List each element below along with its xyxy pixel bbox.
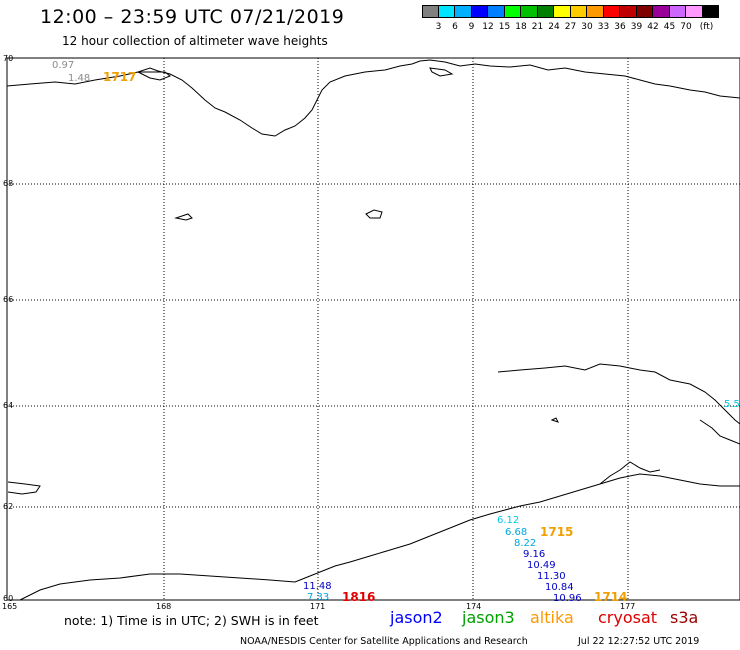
scale-swatch xyxy=(620,5,637,18)
scale-swatch xyxy=(455,5,472,18)
scale-swatch xyxy=(570,5,587,18)
scale-label: 39 xyxy=(630,22,643,32)
scale-swatch xyxy=(603,5,620,18)
units-note: note: 1) Time is in UTC; 2) SWH is in fe… xyxy=(64,613,319,628)
wave-reading: 9.16 xyxy=(523,549,545,560)
wave-reading: 11.48 xyxy=(303,581,332,592)
lat-label: 68 xyxy=(3,179,13,188)
scale-label: 24 xyxy=(548,22,560,32)
lon-label: 165 xyxy=(2,602,17,611)
lat-label: 66 xyxy=(3,295,13,304)
small-island-north xyxy=(429,67,454,77)
scale-label: 18 xyxy=(515,22,527,32)
island-3 xyxy=(550,417,559,423)
scale-swatch xyxy=(653,5,670,18)
lon-label: 177 xyxy=(620,602,635,611)
scale-swatch xyxy=(587,5,604,18)
pass-time: 1715 xyxy=(540,525,573,539)
scale-swatch xyxy=(636,5,653,18)
coastline-bay xyxy=(137,71,171,81)
color-scale xyxy=(422,5,719,18)
coastline-south xyxy=(19,473,740,601)
scale-swatch xyxy=(537,5,554,18)
wave-reading: 0.97 xyxy=(52,60,74,71)
lon-label: 168 xyxy=(156,602,171,611)
scale-label: 9 xyxy=(468,22,475,32)
legend-jason3: jason3 xyxy=(462,608,515,627)
wave-reading: 5.5 xyxy=(724,399,740,410)
scale-swatch xyxy=(669,5,686,18)
wave-reading: 10.49 xyxy=(527,560,556,571)
wave-reading: 6.12 xyxy=(497,515,519,526)
legend-altika: altika xyxy=(530,608,574,627)
pass-times: 1717 1715 1714 1816 xyxy=(103,70,627,604)
lon-label: 174 xyxy=(466,602,481,611)
scale-label: 6 xyxy=(452,22,458,32)
scale-swatch xyxy=(488,5,505,18)
page-title: 12:00 – 23:59 UTC 07/21/2019 xyxy=(40,6,345,28)
legend-cryosat: cryosat xyxy=(598,608,658,627)
lat-label: 70 xyxy=(3,54,13,63)
scale-swatch xyxy=(521,5,538,18)
scale-swatch xyxy=(686,5,703,18)
scale-swatch xyxy=(504,5,521,18)
scale-label: 45 xyxy=(663,22,676,32)
lon-label: 171 xyxy=(310,602,325,611)
island-1 xyxy=(174,213,193,221)
wave-reading: 1.48 xyxy=(68,73,90,84)
page-subtitle: 12 hour collection of altimeter wave hei… xyxy=(62,34,328,48)
scale-swatch xyxy=(438,5,455,18)
wave-reading: 10.96 xyxy=(553,593,582,604)
scale-swatch xyxy=(702,5,719,18)
scale-label: 33 xyxy=(597,22,610,32)
scale-label: 30 xyxy=(581,22,593,32)
graticule xyxy=(7,58,740,600)
legend-s3a: s3a xyxy=(670,608,699,627)
island-2 xyxy=(365,209,383,219)
longitude-labels: 165 168 171 174 177 xyxy=(2,602,635,611)
scale-label: 70 xyxy=(680,22,692,32)
map-frame xyxy=(6,57,740,601)
wave-reading: 8.22 xyxy=(514,538,536,549)
scale-label: 27 xyxy=(564,22,577,32)
pass-time: 1816 xyxy=(342,590,375,604)
coastline-alaska xyxy=(497,363,740,445)
latitude-labels: 70 68 66 64 62 60 xyxy=(3,54,13,603)
wave-reading: 11.30 xyxy=(537,571,566,582)
scale-label: 15 xyxy=(498,22,511,32)
scale-swatch xyxy=(554,5,571,18)
wave-reading: 7.33 xyxy=(307,592,329,603)
credit-line: NOAA/NESDIS Center for Satellite Applica… xyxy=(240,636,528,647)
coastline-cape xyxy=(599,461,661,485)
scale-label: (ft) xyxy=(699,22,714,32)
scale-label: 3 xyxy=(435,22,442,32)
lat-label: 60 xyxy=(3,594,13,603)
wave-readings: 0.971.485.56.126.688.229.1610.4911.3010.… xyxy=(52,60,740,604)
lat-label: 64 xyxy=(3,401,13,410)
wave-reading: 6.68 xyxy=(505,527,527,538)
scale-swatch xyxy=(422,5,439,18)
scale-swatch xyxy=(471,5,488,18)
pass-time: 1717 xyxy=(103,70,136,84)
scale-label: 21 xyxy=(531,22,544,32)
legend-jason2: jason2 xyxy=(390,608,443,627)
wave-reading: 10.84 xyxy=(545,582,574,593)
generated-timestamp: Jul 22 12:27:52 UTC 2019 xyxy=(578,636,700,647)
pass-time: 1714 xyxy=(594,590,627,604)
scale-label: 42 xyxy=(647,22,659,32)
island-st-lawrence xyxy=(7,481,41,495)
scale-label: 12 xyxy=(482,22,494,32)
scale-label: 36 xyxy=(614,22,626,32)
lat-label: 62 xyxy=(3,502,13,511)
